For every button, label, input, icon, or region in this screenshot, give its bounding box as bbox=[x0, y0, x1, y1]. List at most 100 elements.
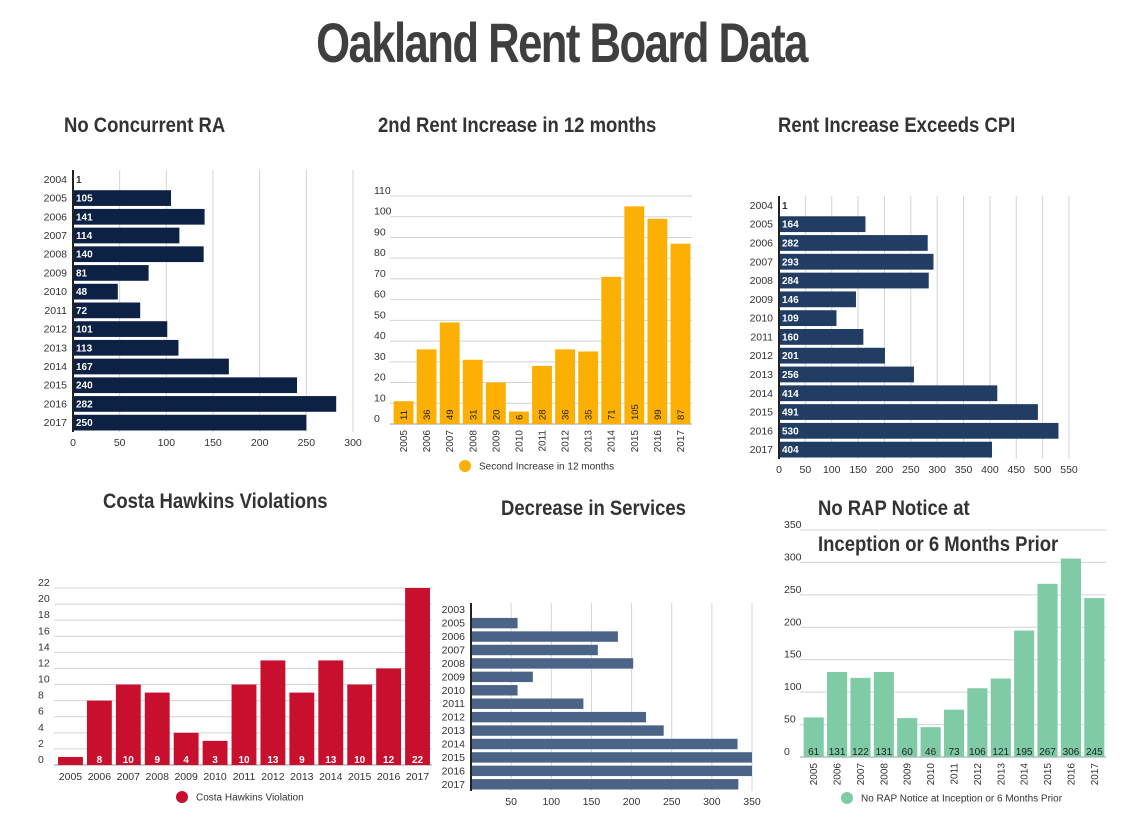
y-tick-label: 350 bbox=[784, 519, 802, 531]
value-label: 160 bbox=[782, 332, 799, 343]
x-tick-label: 350 bbox=[955, 464, 973, 476]
x-tick-label: 450 bbox=[1008, 464, 1026, 476]
x-tick-label: 50 bbox=[114, 437, 126, 449]
value-label: 113 bbox=[76, 343, 93, 354]
value-label: 71 bbox=[607, 409, 618, 420]
bar-2013 bbox=[73, 339, 179, 356]
value-label: 106 bbox=[969, 747, 986, 758]
x-tick-label: 200 bbox=[251, 437, 269, 449]
category-label: 2009 bbox=[750, 294, 774, 306]
chart-title-second-increase: 2nd Rent Increase in 12 months bbox=[378, 114, 657, 137]
category-label: 2006 bbox=[442, 631, 466, 643]
bar-2008 bbox=[144, 692, 170, 765]
category-label: 2016 bbox=[377, 771, 401, 783]
category-label: 2015 bbox=[630, 430, 641, 453]
bar-2014 bbox=[1014, 630, 1035, 757]
category-label: 2011 bbox=[950, 763, 961, 785]
bar-2006 bbox=[73, 208, 205, 225]
bar-2009 bbox=[897, 718, 918, 757]
category-label: 2005 bbox=[59, 771, 83, 783]
category-label: 2007 bbox=[44, 230, 68, 242]
category-label: 2015 bbox=[44, 380, 68, 392]
legend-swatch bbox=[841, 792, 853, 804]
category-label: 2008 bbox=[468, 430, 479, 453]
bar-2010 bbox=[920, 727, 941, 757]
category-label: 2017 bbox=[1090, 763, 1101, 786]
y-tick-label: 200 bbox=[784, 616, 802, 628]
y-tick-label: 150 bbox=[784, 649, 802, 661]
value-label: 8 bbox=[97, 755, 103, 766]
category-label: 2014 bbox=[750, 388, 774, 400]
bar-2014 bbox=[318, 660, 344, 765]
y-tick-label: 60 bbox=[374, 289, 386, 301]
y-tick-label: 6 bbox=[38, 706, 44, 718]
x-tick-label: 300 bbox=[928, 464, 946, 476]
category-label: 2011 bbox=[442, 698, 465, 710]
y-tick-label: 0 bbox=[784, 746, 790, 758]
y-tick-label: 22 bbox=[38, 577, 50, 589]
bar-2008 bbox=[471, 658, 634, 669]
category-label: 2011 bbox=[233, 771, 256, 783]
category-label: 2012 bbox=[442, 712, 466, 724]
bar-2014 bbox=[73, 358, 229, 375]
bar-2006 bbox=[779, 235, 928, 251]
category-label: 2009 bbox=[491, 430, 502, 453]
value-label: 114 bbox=[76, 231, 93, 242]
value-label: 306 bbox=[1063, 747, 1080, 758]
category-label: 2016 bbox=[653, 430, 664, 453]
value-label: 414 bbox=[782, 389, 799, 400]
chart-title-decrease-services: Decrease in Services bbox=[501, 497, 686, 520]
x-tick-label: 50 bbox=[505, 796, 517, 808]
category-label: 2011 bbox=[750, 331, 773, 343]
bar-2006 bbox=[471, 631, 618, 642]
x-tick-label: 300 bbox=[344, 437, 362, 449]
bar-2016 bbox=[1060, 558, 1081, 757]
y-tick-label: 20 bbox=[38, 593, 50, 605]
legend-swatch bbox=[176, 791, 188, 803]
y-tick-label: 90 bbox=[374, 226, 386, 238]
chart-second: 0 10 20 30 40 50 60 70 80 90 100 110 11 2005 36 2006 49 2… bbox=[374, 185, 692, 473]
bar-2008 bbox=[779, 272, 929, 289]
y-tick-label: 40 bbox=[374, 330, 386, 342]
bar-2011 bbox=[532, 365, 552, 424]
bar-2005 bbox=[58, 756, 83, 765]
category-label: 2005 bbox=[750, 219, 774, 231]
bar-2011 bbox=[779, 329, 864, 345]
value-label: 3 bbox=[212, 755, 218, 766]
category-label: 2009 bbox=[442, 671, 466, 683]
x-tick-label: 300 bbox=[703, 796, 721, 808]
bar-2012 bbox=[967, 688, 988, 757]
category-label: 2010 bbox=[442, 685, 466, 697]
value-label: 87 bbox=[676, 409, 687, 420]
value-label: 131 bbox=[829, 747, 846, 758]
value-label: 164 bbox=[782, 220, 799, 231]
bar-2009 bbox=[173, 732, 199, 765]
category-label: 2006 bbox=[422, 430, 433, 453]
bar-2017 bbox=[471, 779, 739, 790]
bar-2015 bbox=[1037, 583, 1058, 757]
x-tick-label: 500 bbox=[1034, 464, 1052, 476]
category-label: 2005 bbox=[442, 618, 466, 630]
chart-cpi: 0 50 100 150 200 250 300 350 400 450 500 550 2004 1 20… bbox=[750, 196, 1078, 476]
bar-2014 bbox=[471, 738, 738, 750]
category-label: 2015 bbox=[348, 771, 372, 783]
y-tick-label: 100 bbox=[374, 206, 392, 218]
value-label: 28 bbox=[538, 409, 549, 420]
value-label: 267 bbox=[1039, 747, 1056, 758]
value-label: 36 bbox=[561, 409, 572, 420]
chart-title-rap-line-2: Inception or 6 Months Prior bbox=[818, 533, 1059, 556]
category-label: 2006 bbox=[88, 771, 112, 783]
category-label: 2017 bbox=[406, 771, 430, 783]
category-label: 2010 bbox=[750, 313, 774, 325]
bar-2017 bbox=[405, 588, 430, 765]
category-label: 2008 bbox=[44, 249, 68, 261]
category-label: 2016 bbox=[442, 765, 466, 777]
bar-2010 bbox=[779, 310, 837, 326]
category-label: 2006 bbox=[44, 211, 68, 223]
y-tick-label: 12 bbox=[38, 657, 50, 669]
value-label: 1 bbox=[76, 175, 82, 186]
value-label: 121 bbox=[992, 747, 1009, 758]
category-label: 2014 bbox=[319, 771, 343, 783]
x-tick-label: 250 bbox=[902, 464, 920, 476]
